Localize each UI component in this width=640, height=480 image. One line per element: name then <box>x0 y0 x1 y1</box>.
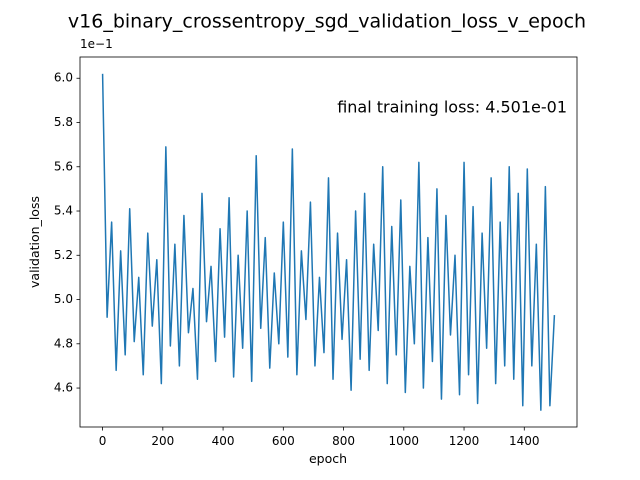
annotation: final training loss: 4.501e-01 <box>337 98 567 117</box>
y-tick-label: 5.4 <box>54 204 73 218</box>
y-tick-label: 5.0 <box>54 292 73 306</box>
x-tick-label: 0 <box>99 434 107 448</box>
x-tick-label: 1000 <box>389 434 420 448</box>
x-tick-label: 400 <box>212 434 235 448</box>
data-line <box>101 73 556 411</box>
y-tick-label: 6.0 <box>54 71 73 85</box>
y-tick-label: 5.8 <box>54 115 73 129</box>
y-axis-label: validation_loss <box>27 196 42 288</box>
plot-frame <box>79 56 578 428</box>
y-tick-label: 5.2 <box>54 248 73 262</box>
x-tick-label: 1200 <box>449 434 480 448</box>
x-axis-label: epoch <box>309 451 347 466</box>
chart-title: v16_binary_crossentropy_sgd_validation_l… <box>68 11 586 33</box>
x-tick-label: 1400 <box>509 434 540 448</box>
x-tick-label: 800 <box>332 434 355 448</box>
y-tick-label: 4.8 <box>54 336 73 350</box>
y-tick-label: 5.6 <box>54 159 73 173</box>
y-tick-label: 4.6 <box>54 381 73 395</box>
y-offset-label: 1e−1 <box>80 37 113 51</box>
x-tick-label: 600 <box>272 434 295 448</box>
x-tick-label: 200 <box>151 434 174 448</box>
